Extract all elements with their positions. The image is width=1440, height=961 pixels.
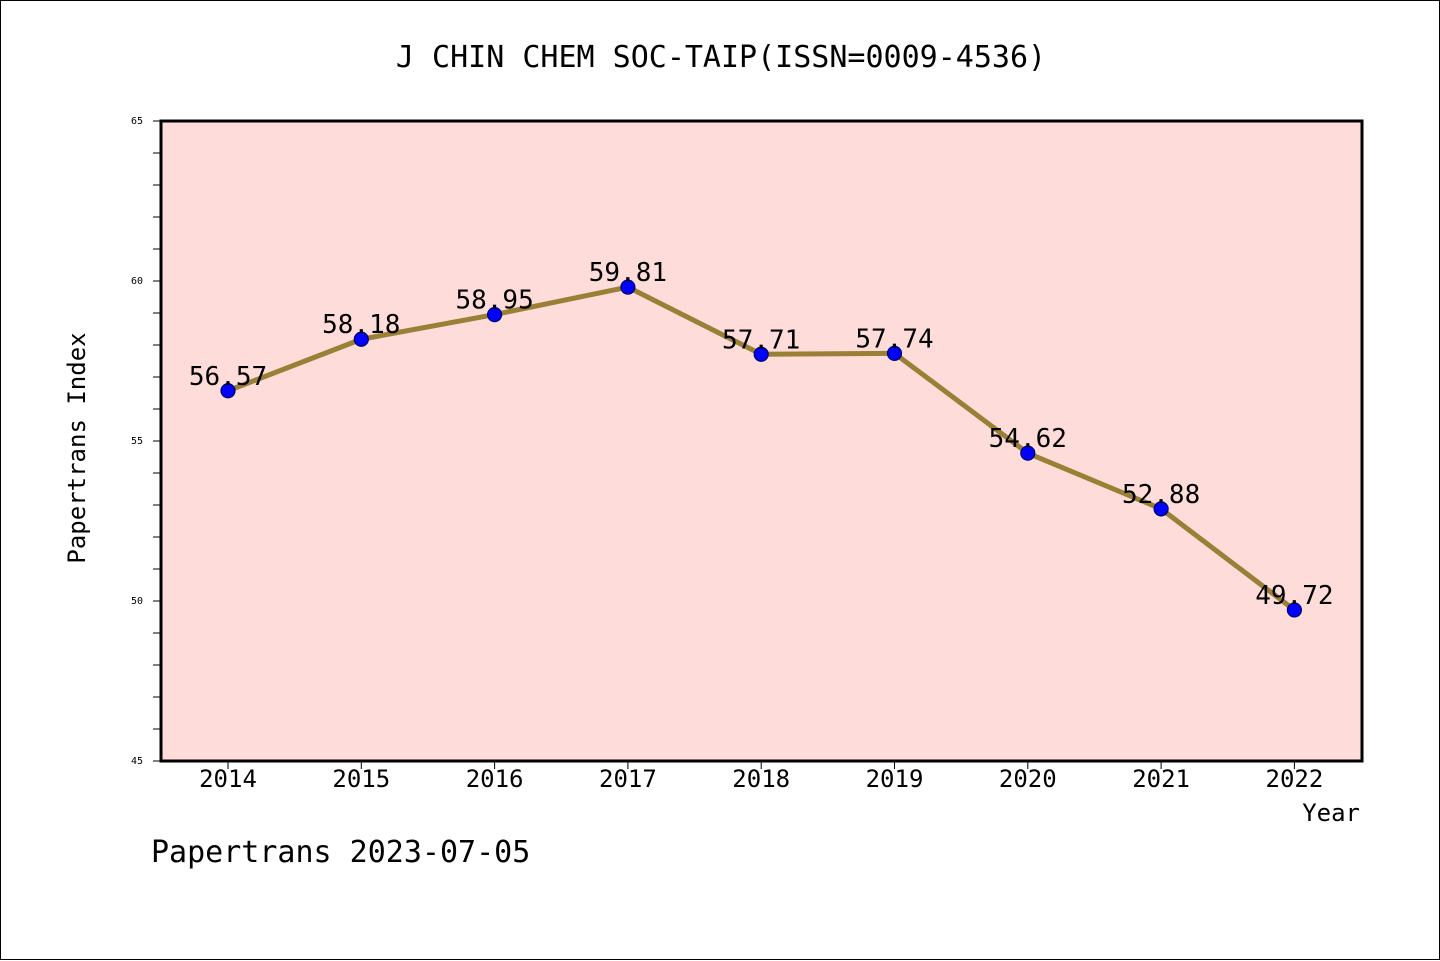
data-label: 54.62 bbox=[989, 424, 1067, 454]
x-tick-label: 2021 bbox=[1132, 765, 1190, 793]
data-point bbox=[1020, 445, 1036, 461]
data-point bbox=[1153, 501, 1169, 517]
data-label: 58.95 bbox=[455, 286, 533, 316]
data-point bbox=[1286, 602, 1303, 618]
y-tick-label: 55 bbox=[131, 436, 143, 447]
data-point bbox=[487, 307, 503, 323]
x-tick-label: 2022 bbox=[1266, 765, 1324, 793]
data-point bbox=[220, 383, 236, 399]
data-point bbox=[353, 331, 369, 347]
data-label: 58.18 bbox=[322, 310, 400, 340]
data-labels: 56.57 58.18 58.95 59.81 57.71 57.74 54.62 52.88… bbox=[189, 258, 1334, 611]
y-axis-title: Papertrans Index bbox=[63, 332, 91, 563]
y-tick-label: 60 bbox=[131, 276, 143, 287]
data-label: 57.74 bbox=[855, 324, 933, 354]
x-tick-label: 2016 bbox=[466, 765, 524, 793]
data-point bbox=[620, 279, 636, 295]
y-axis: 45 50 55 60 65 bbox=[131, 116, 161, 767]
x-axis: 2014 2015 2016 2017 2018 2019 2020 2021 2022 bbox=[199, 761, 1323, 793]
x-tick-label: 2020 bbox=[999, 765, 1057, 793]
x-axis-title: Year bbox=[1302, 799, 1360, 827]
y-tick-label: 65 bbox=[131, 116, 143, 127]
data-points bbox=[220, 279, 1303, 618]
x-tick-label: 2019 bbox=[866, 765, 924, 793]
x-tick-label: 2015 bbox=[332, 765, 390, 793]
y-tick-label: 45 bbox=[131, 756, 143, 767]
data-label: 52.88 bbox=[1122, 480, 1200, 510]
x-tick-label: 2014 bbox=[199, 765, 257, 793]
data-label: 57.71 bbox=[722, 325, 800, 355]
data-label: 56.57 bbox=[189, 362, 267, 392]
chart-title: J CHIN CHEM SOC-TAIP(ISSN=0009-4536) bbox=[396, 40, 1046, 75]
footer-caption: Papertrans 2023-07-05 bbox=[151, 835, 531, 870]
data-label: 49.72 bbox=[1255, 581, 1333, 611]
data-point bbox=[753, 346, 769, 362]
y-tick-label: 50 bbox=[131, 596, 143, 607]
plot-area bbox=[159, 119, 1364, 763]
data-point bbox=[886, 345, 903, 361]
data-label: 59.81 bbox=[589, 258, 667, 288]
x-tick-label: 2017 bbox=[599, 765, 657, 793]
x-tick-label: 2018 bbox=[732, 765, 790, 793]
